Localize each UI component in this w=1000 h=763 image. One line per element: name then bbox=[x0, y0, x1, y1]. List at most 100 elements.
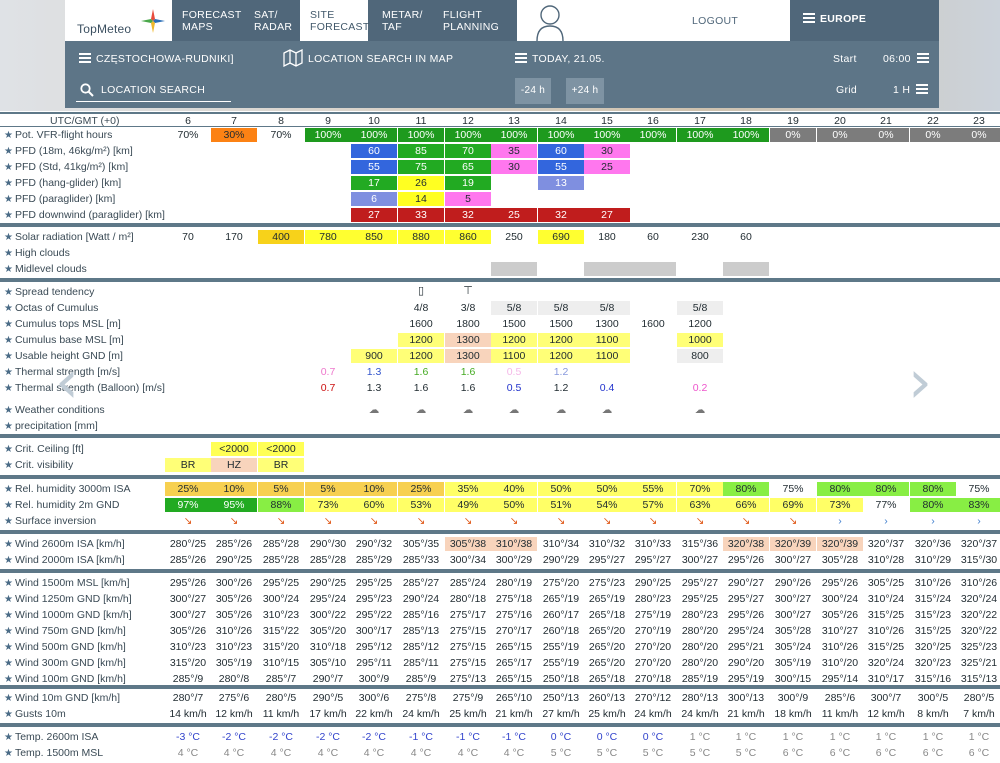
favorite-star-icon[interactable]: ★ bbox=[4, 367, 13, 378]
favorite-star-icon[interactable]: ★ bbox=[4, 130, 13, 141]
favorite-star-icon[interactable]: ★ bbox=[4, 383, 13, 394]
favorite-star-icon[interactable]: ★ bbox=[4, 642, 13, 653]
favorite-star-icon[interactable]: ★ bbox=[4, 539, 13, 550]
region-menu-button[interactable]: EUROPE bbox=[803, 13, 866, 25]
row-label[interactable]: ★ Wind 300m GND [km/h] bbox=[4, 657, 126, 669]
favorite-star-icon[interactable]: ★ bbox=[4, 693, 13, 704]
row-label[interactable]: ★ PFD downwind (paraglider) [km] bbox=[4, 209, 165, 221]
tab-site-forecast[interactable]: SITE FORECAST bbox=[300, 0, 369, 41]
favorite-star-icon[interactable]: ★ bbox=[4, 335, 13, 346]
table-cell bbox=[817, 317, 863, 331]
favorite-star-icon[interactable]: ★ bbox=[4, 516, 13, 527]
location-select[interactable]: CZĘSTOCHOWA-RUDNIKI] bbox=[79, 53, 234, 65]
row-label[interactable]: ★ Wind 750m GND [km/h] bbox=[4, 625, 126, 637]
row-label[interactable]: ★ Temp. 2600m ISA bbox=[4, 731, 98, 743]
favorite-star-icon[interactable]: ★ bbox=[4, 405, 13, 416]
row-label[interactable]: ★ PFD (Std, 41kg/m²) [km] bbox=[4, 161, 128, 173]
favorite-star-icon[interactable]: ★ bbox=[4, 610, 13, 621]
minus-24h-button[interactable]: -24 h bbox=[515, 78, 551, 104]
favorite-star-icon[interactable]: ★ bbox=[4, 194, 13, 205]
favorite-star-icon[interactable]: ★ bbox=[4, 232, 13, 243]
tab-sat-radar[interactable]: SAT/RADAR bbox=[254, 9, 293, 33]
favorite-star-icon[interactable]: ★ bbox=[4, 555, 13, 566]
logo-text: TopMeteo bbox=[77, 22, 132, 36]
row-label[interactable]: ★ Crit. visibility bbox=[4, 459, 73, 471]
favorite-star-icon[interactable]: ★ bbox=[4, 264, 13, 275]
favorite-star-icon[interactable]: ★ bbox=[4, 732, 13, 743]
row-label[interactable]: ★ PFD (hang-glider) [km] bbox=[4, 177, 121, 189]
row-label[interactable]: ★ Wind 2600m ISA [km/h] bbox=[4, 538, 125, 550]
row-label[interactable]: ★ Usable height GND [m] bbox=[4, 350, 123, 362]
row-label[interactable]: ★ Spread tendency bbox=[4, 286, 94, 298]
location-search-input[interactable] bbox=[101, 81, 229, 99]
row-label[interactable]: ★ Cumulus tops MSL [m] bbox=[4, 318, 121, 330]
row-label[interactable]: ★ Thermal strength (Balloon) [m/s] bbox=[4, 382, 165, 394]
user-icon[interactable] bbox=[535, 3, 565, 41]
start-time-select[interactable]: 06:00 bbox=[883, 53, 934, 65]
favorite-star-icon[interactable]: ★ bbox=[4, 484, 13, 495]
row-label[interactable]: ★ Cumulus base MSL [m] bbox=[4, 334, 124, 346]
row-label[interactable]: ★ Midlevel clouds bbox=[4, 263, 87, 275]
tab-forecast-maps[interactable]: FORECAST MAPS bbox=[182, 9, 242, 33]
favorite-star-icon[interactable]: ★ bbox=[4, 421, 13, 432]
favorite-star-icon[interactable]: ★ bbox=[4, 594, 13, 605]
row-label[interactable]: ★ Gusts 10m bbox=[4, 708, 66, 720]
row-label[interactable]: ★ PFD (18m, 46kg/m²) [km] bbox=[4, 145, 133, 157]
favorite-star-icon[interactable]: ★ bbox=[4, 748, 13, 759]
favorite-star-icon[interactable]: ★ bbox=[4, 287, 13, 298]
table-cell: 6 °C bbox=[863, 746, 909, 760]
row-label[interactable]: ★ Wind 2000m ISA [km/h] bbox=[4, 554, 125, 566]
table-cell: 275°/16 bbox=[495, 609, 533, 621]
favorite-star-icon[interactable]: ★ bbox=[4, 162, 13, 173]
favorite-star-icon[interactable]: ★ bbox=[4, 303, 13, 314]
favorite-star-icon[interactable]: ★ bbox=[4, 658, 13, 669]
next-arrow-icon[interactable]: › bbox=[908, 347, 932, 417]
favorite-star-icon[interactable]: ★ bbox=[4, 460, 13, 471]
location-search-field[interactable] bbox=[76, 79, 231, 102]
favorite-star-icon[interactable]: ★ bbox=[4, 351, 13, 362]
favorite-star-icon[interactable]: ★ bbox=[4, 709, 13, 720]
row-label[interactable]: ★ Surface inversion bbox=[4, 515, 96, 527]
prev-arrow-icon[interactable]: ‹ bbox=[55, 347, 79, 417]
row-label[interactable]: ★ Pot. VFR-flight hours bbox=[4, 129, 112, 141]
row-label[interactable]: ★ Octas of Cumulus bbox=[4, 302, 98, 314]
row-label[interactable]: ★ Weather conditions bbox=[4, 404, 105, 416]
favorite-star-icon[interactable]: ★ bbox=[4, 626, 13, 637]
map-search-button[interactable]: LOCATION SEARCH IN MAP bbox=[283, 48, 453, 68]
row-label[interactable]: ★ Wind 1000m GND [km/h] bbox=[4, 609, 132, 621]
favorite-star-icon[interactable]: ★ bbox=[4, 674, 13, 685]
row-label[interactable]: ★ Thermal strength [m/s] bbox=[4, 366, 120, 378]
logout-button[interactable]: LOGOUT bbox=[692, 15, 739, 27]
favorite-star-icon[interactable]: ★ bbox=[4, 146, 13, 157]
row-label[interactable]: ★ Temp. 1500m MSL bbox=[4, 747, 103, 759]
row-label[interactable]: ★ Wind 100m GND [km/h] bbox=[4, 673, 126, 685]
favorite-star-icon[interactable]: ★ bbox=[4, 248, 13, 259]
row-label[interactable]: ★ Rel. humidity 3000m ISA bbox=[4, 483, 131, 495]
table-cell bbox=[723, 317, 769, 331]
plus-24h-button[interactable]: +24 h bbox=[566, 78, 604, 104]
row-label[interactable]: ★ Wind 1250m GND [km/h] bbox=[4, 593, 132, 605]
grid-select[interactable]: 1 H bbox=[893, 84, 933, 96]
table-row: ★ Wind 300m GND [km/h] 315°/20 305°/19 310°/… bbox=[0, 655, 1000, 671]
row-label[interactable]: ★ PFD (paraglider) [km] bbox=[4, 193, 115, 205]
favorite-star-icon[interactable]: ★ bbox=[4, 444, 13, 455]
favorite-star-icon[interactable]: ★ bbox=[4, 578, 13, 589]
row-label[interactable]: ★ Rel. humidity 2m GND bbox=[4, 499, 119, 511]
table-cell: 1500 bbox=[502, 318, 526, 330]
favorite-star-icon[interactable]: ★ bbox=[4, 319, 13, 330]
logo[interactable]: TopMeteo bbox=[65, 0, 172, 41]
tab-metar-taf[interactable]: METAR/TAF bbox=[382, 9, 423, 33]
row-label[interactable]: ★ Solar radiation [Watt / m²] bbox=[4, 231, 134, 243]
row-label[interactable]: ★ Wind 500m GND [km/h] bbox=[4, 641, 126, 653]
row-label-text: Wind 750m GND [km/h] bbox=[14, 625, 126, 637]
favorite-star-icon[interactable]: ★ bbox=[4, 500, 13, 511]
row-label[interactable]: ★ Wind 10m GND [km/h] bbox=[4, 692, 120, 704]
row-label[interactable]: ★ Crit. Ceiling [ft] bbox=[4, 443, 84, 455]
tab-flight-planning[interactable]: FLIGHT PLANNING bbox=[443, 9, 500, 33]
favorite-star-icon[interactable]: ★ bbox=[4, 178, 13, 189]
date-select[interactable]: TODAY, 21.05. bbox=[515, 53, 605, 65]
row-label[interactable]: ★ High clouds bbox=[4, 247, 70, 259]
row-label[interactable]: ★ precipitation [mm] bbox=[4, 420, 98, 432]
row-label[interactable]: ★ Wind 1500m MSL [km/h] bbox=[4, 577, 130, 589]
favorite-star-icon[interactable]: ★ bbox=[4, 210, 13, 221]
